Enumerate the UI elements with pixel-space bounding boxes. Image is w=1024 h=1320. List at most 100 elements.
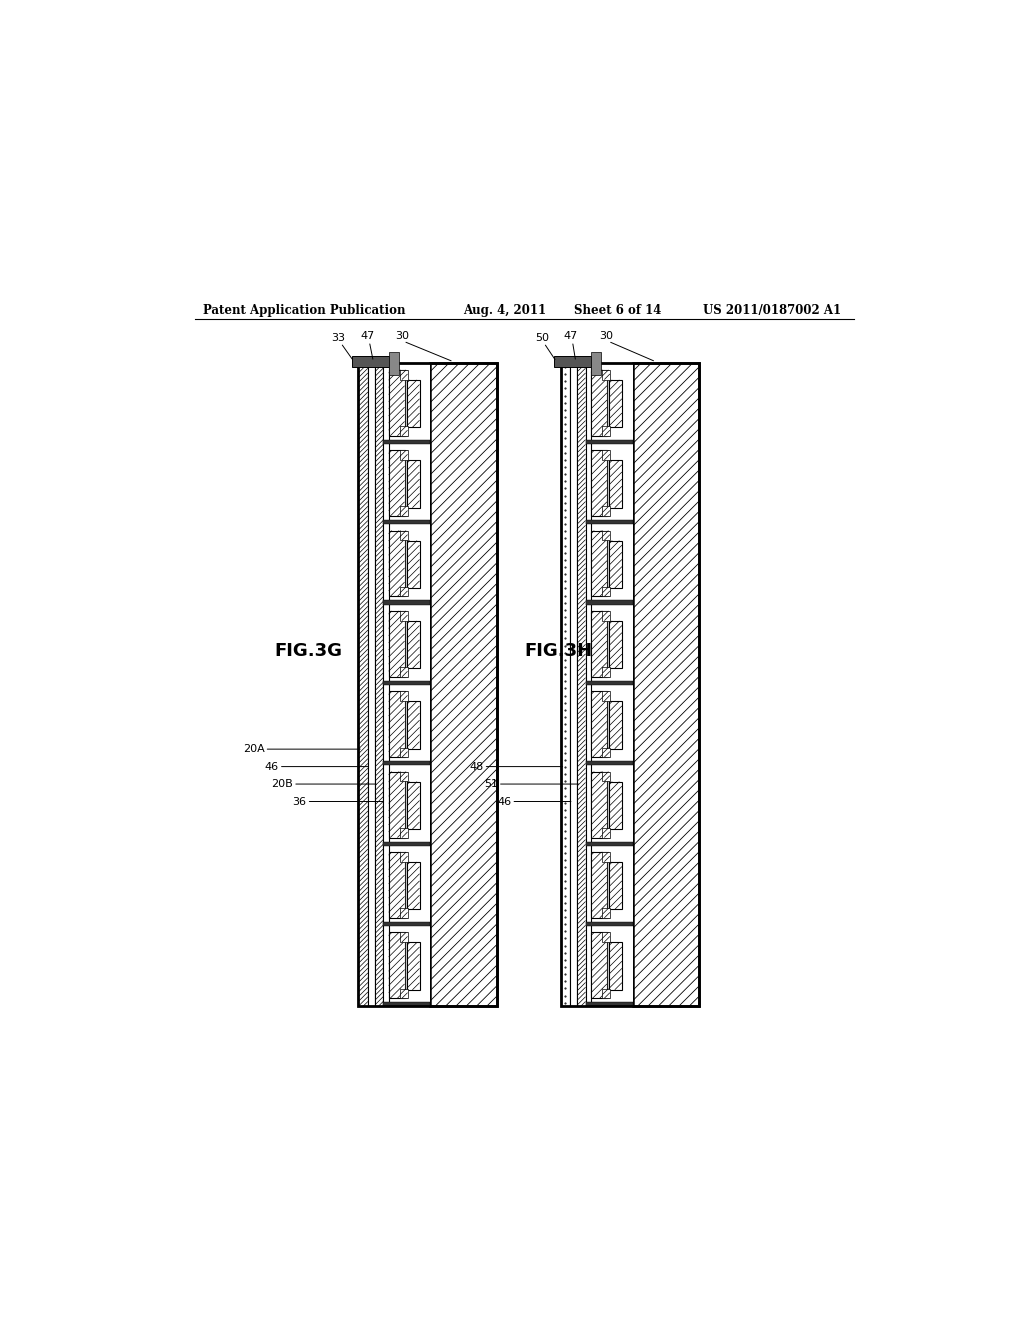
Bar (609, 620, 622, 668)
Bar (602, 989, 610, 998)
Bar (383, 762, 430, 766)
Bar (400, 667, 408, 677)
Bar (586, 1002, 633, 1006)
Text: Aug. 4, 2011: Aug. 4, 2011 (463, 304, 546, 317)
Bar (609, 461, 622, 508)
Bar (383, 520, 430, 524)
Bar (352, 355, 389, 367)
Bar (586, 681, 633, 685)
Bar (383, 681, 430, 685)
Text: 51: 51 (483, 779, 498, 789)
Bar (602, 507, 610, 516)
Bar (400, 851, 408, 862)
Bar (609, 942, 622, 990)
Bar (609, 541, 622, 587)
Text: 30: 30 (395, 331, 409, 342)
Bar (404, 611, 407, 677)
Bar (607, 692, 609, 758)
Bar (609, 380, 622, 428)
Bar (607, 851, 609, 917)
Bar (602, 692, 610, 701)
Bar (407, 781, 420, 829)
Bar (586, 921, 633, 925)
Bar (560, 363, 570, 1006)
Bar (602, 772, 610, 781)
Bar (602, 851, 610, 862)
Text: FIG.3G: FIG.3G (274, 642, 343, 660)
Bar (404, 370, 407, 436)
Bar (404, 772, 407, 837)
Bar (389, 772, 404, 837)
Bar (607, 611, 609, 677)
Bar (570, 363, 578, 1006)
Bar (389, 370, 404, 436)
Bar (591, 363, 633, 1006)
Bar (407, 942, 420, 990)
Bar (591, 611, 607, 677)
Bar (407, 862, 420, 909)
Bar (389, 352, 399, 375)
Bar (560, 363, 699, 1006)
Bar (591, 531, 607, 597)
Bar (586, 762, 633, 766)
Bar (602, 828, 610, 837)
Bar (407, 701, 420, 748)
Bar (430, 363, 497, 1006)
Bar (383, 1002, 430, 1006)
Text: 50: 50 (536, 333, 549, 343)
Bar (609, 862, 622, 909)
Text: 30: 30 (599, 331, 613, 342)
Bar (586, 520, 633, 524)
Bar (400, 828, 408, 837)
Bar (404, 450, 407, 516)
Bar (407, 461, 420, 508)
Bar (400, 908, 408, 917)
Bar (404, 531, 407, 597)
Text: 20A: 20A (243, 744, 264, 754)
Bar (602, 667, 610, 677)
Bar (602, 531, 610, 540)
Bar (591, 932, 607, 998)
Bar (407, 620, 420, 668)
Text: 47: 47 (360, 331, 375, 342)
Text: FIG.3H: FIG.3H (524, 642, 593, 660)
Bar (591, 851, 607, 917)
Text: Patent Application Publication: Patent Application Publication (204, 304, 406, 317)
Bar (389, 611, 404, 677)
Text: US 2011/0187002 A1: US 2011/0187002 A1 (703, 304, 842, 317)
Bar (602, 370, 610, 380)
Bar (383, 601, 430, 605)
Bar (591, 692, 607, 758)
Bar (389, 450, 404, 516)
Bar (607, 531, 609, 597)
Bar (591, 352, 601, 375)
Bar (586, 601, 633, 605)
Bar (400, 507, 408, 516)
Bar (400, 747, 408, 758)
Bar (607, 772, 609, 837)
Bar (383, 842, 430, 846)
Bar (602, 747, 610, 758)
Text: 46: 46 (264, 762, 279, 772)
Bar (586, 440, 633, 444)
Bar (633, 363, 699, 1006)
Bar (591, 370, 607, 436)
Bar (602, 908, 610, 917)
Bar (358, 363, 368, 1006)
Bar (389, 932, 404, 998)
Bar (383, 363, 389, 1006)
Bar (607, 450, 609, 516)
Text: 33: 33 (332, 333, 345, 343)
Bar (400, 989, 408, 998)
Bar (407, 380, 420, 428)
Bar (400, 587, 408, 597)
Bar (400, 692, 408, 701)
Bar (389, 531, 404, 597)
Bar (591, 772, 607, 837)
Bar (400, 772, 408, 781)
Bar (368, 363, 375, 1006)
Text: 47: 47 (563, 331, 578, 342)
Bar (591, 450, 607, 516)
Bar (404, 851, 407, 917)
Bar (578, 363, 586, 1006)
